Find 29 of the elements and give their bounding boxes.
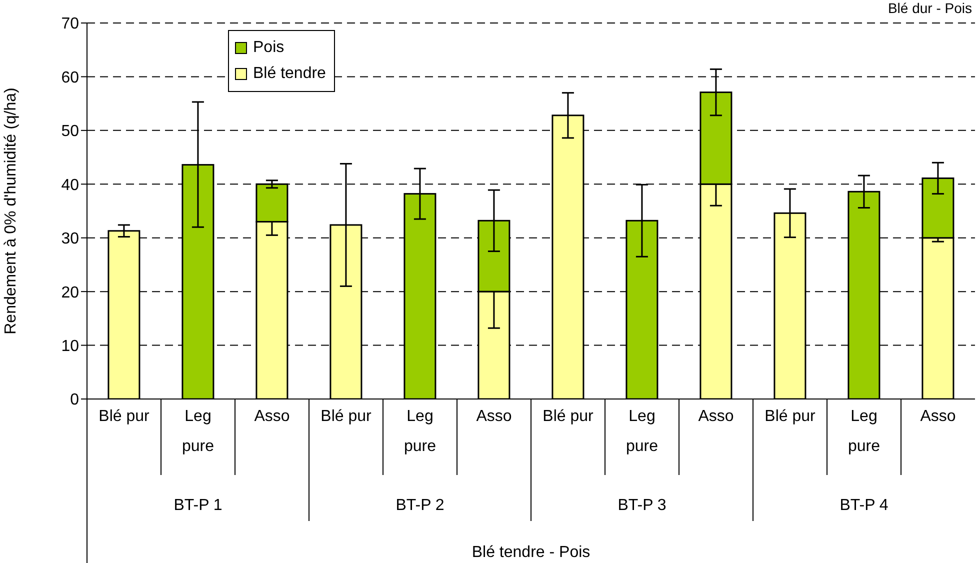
- x-tick-label: Leg pure: [626, 408, 658, 455]
- y-tick-label: 10: [61, 338, 80, 355]
- text: BT-P 4: [840, 497, 888, 514]
- legend-label: Blé tendre: [252, 64, 326, 84]
- y-tick-label: 30: [61, 230, 80, 248]
- y-tick-label: 70: [61, 16, 80, 33]
- text: BT-P 3: [618, 497, 666, 514]
- y-axis-title: Rendement à 0% d'humidité (q/ha): [2, 88, 20, 334]
- x-tick-label: Asso: [254, 408, 290, 425]
- legend-label: Pois: [252, 38, 286, 58]
- x-tick-label: Leg pure: [848, 408, 880, 455]
- y-tick-label: 60: [61, 69, 80, 86]
- x-tick-label: Asso: [476, 408, 512, 425]
- text: Blé dur - Pois: [888, 0, 972, 16]
- x-tick-label: Blé pur: [320, 408, 372, 425]
- x-tick-label: Asso: [698, 408, 734, 425]
- y-tick-label: 40: [61, 176, 80, 194]
- x-tick-label: Leg pure: [404, 408, 436, 455]
- text: BT-P 1: [174, 497, 222, 514]
- text: BT-P 2: [396, 497, 444, 514]
- x-tick-label: Blé pur: [98, 408, 150, 425]
- y-tick-label: 50: [61, 123, 80, 140]
- x-tick-label: Leg pure: [182, 408, 214, 455]
- y-tick-label: 20: [61, 284, 80, 302]
- text: Blé tendre - Pois: [470, 544, 592, 562]
- x-tick-label: Blé pur: [764, 408, 816, 425]
- x-tick-label: Asso: [920, 408, 956, 425]
- x-tick-label: Blé pur: [542, 408, 594, 425]
- y-tick-label: 0: [70, 392, 80, 409]
